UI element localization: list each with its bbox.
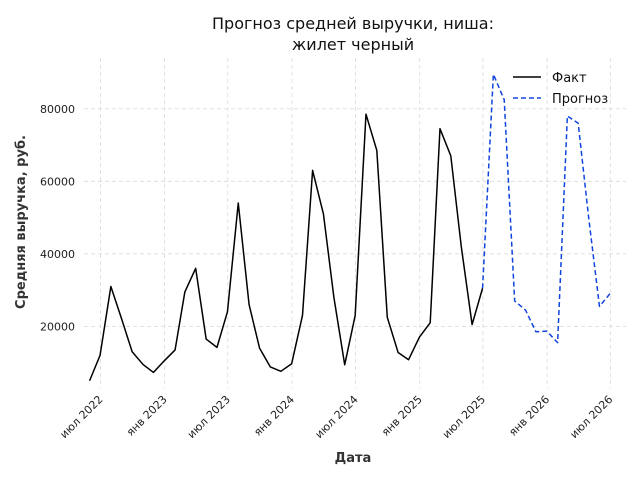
chart-title-line-1: Прогноз средней выручки, ниша: <box>212 14 494 33</box>
y-tick-label: 80000 <box>40 103 75 116</box>
x-tick-label: янв 2026 <box>506 393 552 439</box>
x-tick-label: июл 2026 <box>567 393 615 441</box>
x-tick-label: янв 2024 <box>251 393 297 439</box>
legend: Факт Прогноз <box>513 71 608 107</box>
x-tick-label: янв 2025 <box>379 393 425 439</box>
y-tick-label: 20000 <box>40 320 75 333</box>
grid-layer <box>84 58 626 388</box>
series-line-fact <box>88 113 484 382</box>
y-axis-title: Средняя выручка, руб. <box>14 135 29 309</box>
series-layer <box>88 73 611 382</box>
x-axis-title: Дата <box>335 451 372 466</box>
series-line-forecast <box>481 73 611 344</box>
x-tick-label: янв 2023 <box>124 393 170 439</box>
x-tick-label: июл 2022 <box>57 393 105 441</box>
y-tick-label: 40000 <box>40 248 75 261</box>
x-tick-label: июл 2025 <box>440 393 488 441</box>
chart-title-line-2: жилет черный <box>292 35 414 54</box>
x-tick-label: июл 2024 <box>313 393 361 441</box>
x-axis-ticks: июл 2022 янв 2023 июл 2023 янв 2024 июл 2024… <box>57 393 615 441</box>
y-axis-ticks: 20000 40000 60000 80000 <box>40 103 75 334</box>
legend-label-forecast: Прогноз <box>552 92 608 107</box>
x-tick-label: июл 2023 <box>185 393 233 441</box>
legend-label-fact: Факт <box>552 71 587 86</box>
y-tick-label: 60000 <box>40 175 75 188</box>
